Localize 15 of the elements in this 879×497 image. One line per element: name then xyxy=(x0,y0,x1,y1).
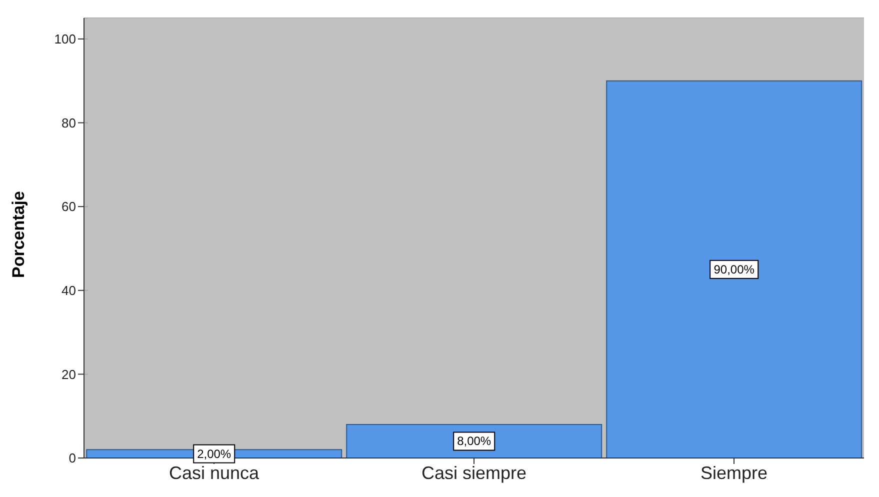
bar xyxy=(346,424,602,458)
y-tick-label: 20 xyxy=(62,366,76,382)
x-tick-label: Casi nunca xyxy=(168,462,260,483)
x-tick-label: Siempre xyxy=(700,462,768,483)
data-label: 90,00% xyxy=(714,262,755,276)
bar xyxy=(606,80,862,458)
y-axis-title: Porcentaje xyxy=(9,191,28,278)
y-tick-label: 40 xyxy=(62,282,76,298)
y-tick-label: 0 xyxy=(68,450,76,466)
data-label: 2,00% xyxy=(197,446,232,461)
y-tick-label: 80 xyxy=(62,115,76,130)
data-label: 8,00% xyxy=(457,434,492,448)
y-tick-label: 60 xyxy=(62,199,76,214)
y-tick-label: 100 xyxy=(54,32,76,47)
x-tick-label: Casi siempre xyxy=(421,462,527,483)
